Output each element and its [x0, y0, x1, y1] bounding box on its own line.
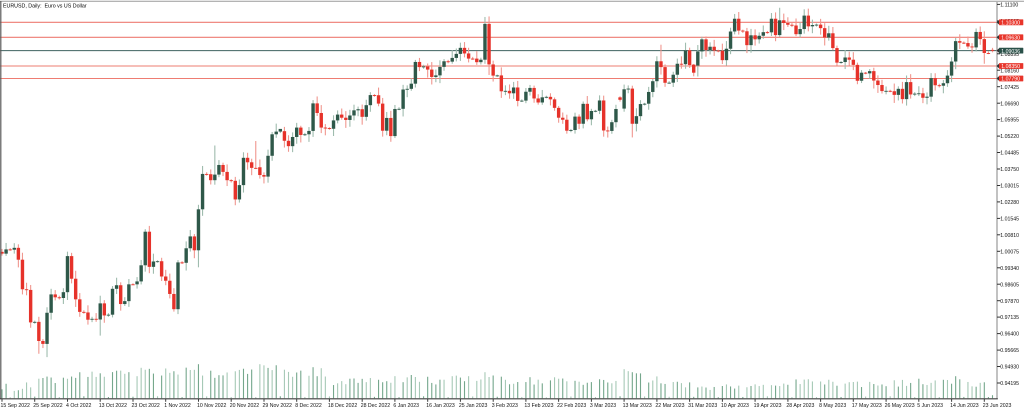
svg-text:1.07790: 1.07790	[1001, 77, 1020, 83]
svg-text:13 Feb 2023: 13 Feb 2023	[524, 403, 553, 409]
svg-text:3 Mar 2023: 3 Mar 2023	[590, 403, 616, 409]
svg-text:0.99340: 0.99340	[1000, 266, 1019, 272]
svg-text:13 Mar 2023: 13 Mar 2023	[623, 403, 652, 409]
svg-text:0.98605: 0.98605	[1000, 282, 1019, 288]
svg-text:1.08350: 1.08350	[1001, 64, 1020, 70]
svg-text:0.94930: 0.94930	[1000, 365, 1019, 371]
svg-text:1.08895: 1.08895	[1000, 52, 1019, 58]
svg-text:1.02280: 1.02280	[1000, 200, 1019, 206]
svg-text:0.94195: 0.94195	[1000, 381, 1019, 387]
svg-text:1.00810: 1.00810	[1000, 233, 1019, 239]
svg-text:25 Jan 2023: 25 Jan 2023	[459, 403, 488, 409]
svg-text:28 Dec 2022: 28 Dec 2022	[361, 403, 391, 409]
svg-text:14 Jun 2023: 14 Jun 2023	[950, 403, 979, 409]
svg-text:1.08160: 1.08160	[1000, 68, 1019, 74]
svg-text:4 Oct 2022: 4 Oct 2022	[66, 403, 91, 409]
svg-text:0.97135: 0.97135	[1000, 315, 1019, 321]
svg-text:1.11100: 1.11100	[1000, 3, 1018, 9]
svg-text:23 Oct 2022: 23 Oct 2022	[132, 403, 160, 409]
svg-text:1.09630: 1.09630	[1001, 36, 1020, 42]
svg-text:19 Apr 2023: 19 Apr 2023	[754, 403, 782, 409]
svg-text:1.04485: 1.04485	[1000, 151, 1019, 157]
svg-text:8 Dec 2022: 8 Dec 2022	[295, 403, 322, 409]
svg-text:1.01545: 1.01545	[1000, 217, 1019, 223]
svg-text:8 May 2023: 8 May 2023	[819, 403, 846, 409]
svg-text:0.96400: 0.96400	[1000, 332, 1019, 338]
svg-text:13 Oct 2022: 13 Oct 2022	[99, 403, 127, 409]
svg-text:22 Feb 2023: 22 Feb 2023	[557, 403, 586, 409]
svg-text:16 Jan 2023: 16 Jan 2023	[426, 403, 455, 409]
svg-text:1.09036: 1.09036	[1001, 49, 1020, 55]
svg-text:EURUSD, Daily: Euro vs US Dol: EURUSD, Daily: Euro vs US Dollar	[3, 4, 87, 10]
svg-text:23 Jun 2023: 23 Jun 2023	[983, 403, 1012, 409]
svg-text:18 Dec 2022: 18 Dec 2022	[328, 403, 358, 409]
svg-text:0.95665: 0.95665	[1000, 348, 1019, 354]
svg-text:10 Apr 2023: 10 Apr 2023	[721, 403, 749, 409]
svg-text:1.03750: 1.03750	[1000, 167, 1019, 173]
svg-text:1 Nov 2022: 1 Nov 2022	[164, 403, 191, 409]
svg-text:1.00075: 1.00075	[1000, 249, 1019, 255]
svg-text:1.07425: 1.07425	[1000, 85, 1019, 91]
svg-text:28 Apr 2023: 28 Apr 2023	[786, 403, 814, 409]
svg-text:10 Nov 2022: 10 Nov 2022	[197, 403, 227, 409]
svg-text:3 Feb 2023: 3 Feb 2023	[492, 403, 518, 409]
svg-text:6 Jan 2023: 6 Jan 2023	[393, 403, 419, 409]
svg-text:25 Sep 2022: 25 Sep 2022	[33, 403, 63, 409]
svg-text:0.97870: 0.97870	[1000, 299, 1019, 305]
svg-text:1.10300: 1.10300	[1001, 21, 1020, 27]
svg-text:17 May 2023: 17 May 2023	[852, 403, 882, 409]
svg-text:5 Jun 2023: 5 Jun 2023	[917, 403, 943, 409]
svg-text:15 Sep 2022: 15 Sep 2022	[1, 403, 31, 409]
svg-text:29 Nov 2022: 29 Nov 2022	[263, 403, 293, 409]
svg-text:20 Nov 2022: 20 Nov 2022	[230, 403, 260, 409]
svg-text:1.05955: 1.05955	[1000, 118, 1019, 124]
svg-text:1.06690: 1.06690	[1000, 101, 1019, 107]
svg-text:31 Mar 2023: 31 Mar 2023	[688, 403, 717, 409]
svg-text:26 May 2023: 26 May 2023	[885, 403, 915, 409]
svg-text:1.05220: 1.05220	[1000, 134, 1019, 140]
svg-text:22 Mar 2023: 22 Mar 2023	[655, 403, 684, 409]
svg-text:1.03015: 1.03015	[1000, 184, 1019, 190]
